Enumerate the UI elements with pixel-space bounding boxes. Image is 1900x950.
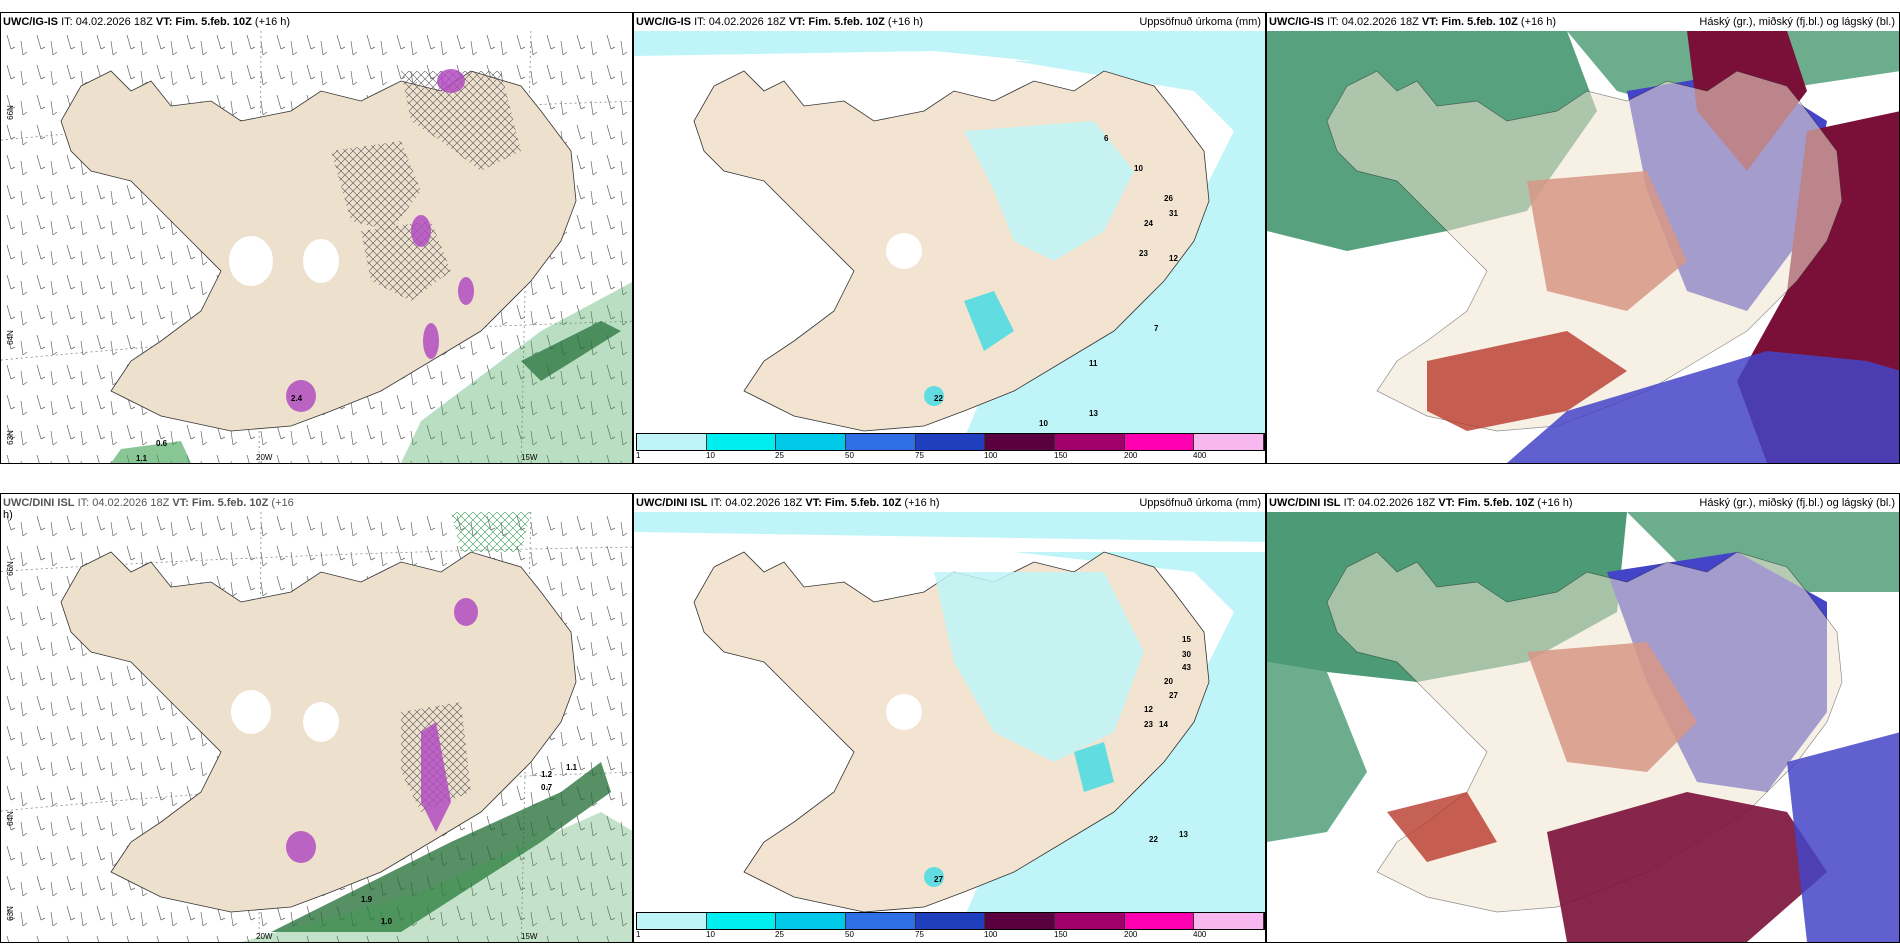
wind-label: 1.1 [136,454,148,463]
cloud-map [1267,31,1899,463]
precip-label: 30 [1182,650,1191,659]
panel-header: UWC/IG-IS IT: 04.02.2026 18Z VT: Fim. 5.… [1269,16,1895,28]
wind-label: 1.0 [381,917,393,926]
precip-label: 7 [1154,324,1159,333]
panel-header: UWC/IG-IS IT: 04.02.2026 18Z VT: Fim. 5.… [3,16,291,28]
map-panel-top-precip: UWC/IG-IS IT: 04.02.2026 18Z VT: Fim. 5.… [633,12,1266,464]
wind-label: 2.4 [291,394,303,403]
lon-tick: 15W [521,453,538,462]
precip-label: 27 [1169,691,1178,700]
colorbar-labels: 1 10 25 50 75 100 150 200 400 [636,930,1207,939]
lat-tick: 64N [5,811,15,826]
precip-label: 31 [1169,209,1178,218]
precip-label: 20 [1164,677,1173,686]
wind-map: 0.6 1.1 2.4 [1,31,632,463]
wind-label: 1.1 [566,763,578,772]
lat-tick: 63N [5,906,15,921]
precip-label: 14 [1159,720,1168,729]
lat-tick: 66N [5,561,15,576]
precip-label: 10 [1134,164,1143,173]
map-panel-bottom-cloud: UWC/DINI ISL IT: 04.02.2026 18Z VT: Fim.… [1266,493,1900,943]
map-panel-bottom-precip: UWC/DINI ISL IT: 04.02.2026 18Z VT: Fim.… [633,493,1266,943]
precip-label: 13 [1089,409,1098,418]
panel-header: UWC/DINI ISL IT: 04.02.2026 18Z VT: Fim.… [3,497,294,509]
precip-map: 15 30 43 20 27 12 23 14 22 13 27 [634,512,1265,918]
lon-tick: 20W [256,453,273,462]
precip-label: 27 [934,875,943,884]
panel-header: UWC/DINI ISL IT: 04.02.2026 18Z VT: Fim.… [636,497,1261,509]
precip-label: 15 [1182,635,1191,644]
lat-tick: 63N [5,430,15,445]
precip-label: 22 [934,394,943,403]
precip-label: 12 [1144,705,1153,714]
lon-tick: 20W [256,932,273,941]
precip-label: 12 [1169,254,1178,263]
precip-label: 11 [1089,359,1098,368]
wind-label: 0.6 [156,439,168,448]
panel-header: UWC/DINI ISL IT: 04.02.2026 18Z VT: Fim.… [1269,497,1895,509]
cloud-map [1267,512,1899,942]
panel-header-wrap: h) [3,509,13,521]
lat-tick: 66N [5,105,15,120]
precip-label: 26 [1164,194,1173,203]
precip-label: 10 [1039,419,1048,428]
colorbar-labels: 1 10 25 50 75 100 150 200 400 [636,451,1207,460]
precip-label: 23 [1139,249,1148,258]
panel-header: UWC/IG-IS IT: 04.02.2026 18Z VT: Fim. 5.… [636,16,1261,28]
precip-label: 22 [1149,835,1158,844]
precip-label: 43 [1182,663,1191,672]
map-panel-bottom-wind: UWC/DINI ISL IT: 04.02.2026 18Z VT: Fim.… [0,493,633,943]
wind-label: 1.9 [361,895,373,904]
lon-tick: 15W [521,932,538,941]
map-panel-top-wind: UWC/IG-IS IT: 04.02.2026 18Z VT: Fim. 5.… [0,12,633,464]
precip-label: 13 [1179,830,1188,839]
wind-label: 1.2 [541,770,553,779]
precip-map: 26 31 24 23 12 10 6 7 11 13 10 22 [634,31,1265,439]
lat-tick: 64N [5,330,15,345]
precip-label: 24 [1144,219,1153,228]
precip-label: 6 [1104,134,1109,143]
precip-colorbar [636,912,1265,930]
wind-map: 1.2 1.1 0.7 1.9 1.0 [1,512,632,942]
map-panel-top-cloud: UWC/IG-IS IT: 04.02.2026 18Z VT: Fim. 5.… [1266,12,1900,464]
precip-label: 23 [1144,720,1153,729]
precip-colorbar [636,433,1265,451]
wind-label: 0.7 [541,783,553,792]
